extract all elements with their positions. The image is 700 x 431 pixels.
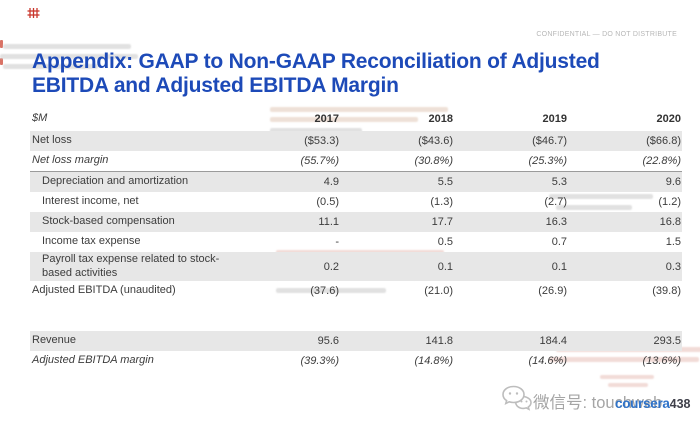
row-value: 1.5 — [665, 236, 681, 248]
page-title-line1: Appendix: GAAP to Non-GAAP Reconciliatio… — [32, 50, 600, 73]
unit-label: $M — [32, 112, 48, 125]
row-value: 0.7 — [551, 236, 567, 248]
table-row: Net loss margin (55.7%) (30.8%) (25.3%) (22.… — [30, 151, 682, 172]
row-value: (55.7%) — [300, 155, 339, 167]
row-value: 16.3 — [545, 216, 567, 228]
row-value: 293.5 — [653, 335, 681, 347]
wechat-icon — [501, 384, 533, 417]
row-value: 0.1 — [437, 260, 453, 273]
row-value: (2.7) — [544, 196, 567, 208]
row-value: (14.6%) — [528, 355, 567, 367]
table-row: Adjusted EBITDA margin (39.3%) (14.8%) (14.… — [30, 351, 682, 371]
row-label: Interest income, net — [42, 195, 139, 208]
reconciliation-table: $M 2017 2018 2019 2020 Net loss ($53.3) ($… — [30, 107, 682, 371]
watermark-smudge — [3, 44, 131, 49]
row-value: ($46.7) — [532, 135, 567, 147]
table-row: Adjusted EBITDA (unaudited) (37.6) (21.0) (… — [30, 281, 682, 301]
row-value: (39.3%) — [300, 355, 339, 367]
row-value: ($43.6) — [418, 135, 453, 147]
page-title: Appendix: GAAP to Non-GAAP Reconciliatio… — [32, 50, 652, 97]
watermark-smudge — [600, 375, 654, 379]
row-value: (39.8) — [652, 285, 681, 297]
brand-number: 438 — [669, 397, 691, 411]
row-value: 0.1 — [551, 260, 567, 273]
row-label: Stock-based compensation — [42, 215, 175, 228]
row-value: 0.2 — [323, 260, 339, 273]
year-column-header: 2020 — [656, 113, 681, 125]
row-value: 16.8 — [659, 216, 681, 228]
year-column-header: 2017 — [314, 113, 339, 125]
table-row: Stock-based compensation 11.1 17.7 16.3 16.8 — [30, 212, 682, 232]
row-value: (37.6) — [310, 285, 339, 297]
brand-watermark: coursera438 — [615, 395, 691, 413]
row-value: ($66.8) — [646, 135, 681, 147]
row-value: (1.2) — [658, 196, 681, 208]
row-value: (26.9) — [538, 285, 567, 297]
row-value: 11.1 — [318, 216, 339, 228]
confidential-label: CONFIDENTIAL — DO NOT DISTRIBUTE — [536, 31, 677, 38]
row-value: 17.7 — [431, 216, 453, 228]
row-label: Income tax expense — [42, 235, 141, 248]
year-column-header: 2019 — [542, 113, 567, 125]
brand-logo-text: coursera — [615, 396, 670, 411]
table-body: Net loss ($53.3) ($43.6) ($46.7) ($66.8) Net … — [30, 131, 682, 371]
table-row: Income tax expense - 0.5 0.7 1.5 — [30, 232, 682, 252]
row-label: Net loss — [32, 134, 72, 147]
table-row: Depreciation and amortization 4.9 5.5 5.3 9.… — [30, 172, 682, 192]
red-edge-mark — [0, 40, 3, 48]
table-row: Payroll tax expense related to stock-bas… — [30, 252, 682, 281]
row-value: (0.5) — [316, 196, 339, 208]
row-value: (14.8%) — [414, 355, 453, 367]
table-row: Revenue 95.6 141.8 184.4 293.5 — [30, 331, 682, 351]
row-label: Adjusted EBITDA (unaudited) — [32, 284, 176, 297]
row-value: 0.5 — [437, 236, 453, 248]
table-row: Net loss ($53.3) ($43.6) ($46.7) ($66.8) — [30, 131, 682, 151]
row-value: (21.0) — [424, 285, 453, 297]
wechat-id-label: 微信号: touchweb — [533, 394, 663, 412]
year-column-header: 2018 — [428, 113, 453, 125]
table-spacer-row — [30, 301, 682, 331]
page-title-line2: EBITDA and Adjusted EBITDA Margin — [32, 73, 399, 97]
row-label: Net loss margin — [32, 154, 109, 167]
row-value: (25.3%) — [528, 155, 567, 167]
row-value: - — [335, 236, 339, 248]
row-value: 5.3 — [551, 176, 567, 188]
row-label: Payroll tax expense related to stock-bas… — [42, 253, 220, 279]
row-value: (1.3) — [430, 196, 453, 208]
row-value: 9.6 — [665, 176, 681, 188]
red-edge-mark — [0, 58, 3, 65]
row-value: (30.8%) — [414, 155, 453, 167]
red-watermark-icon — [27, 6, 40, 24]
row-value: (13.6%) — [642, 355, 681, 367]
row-value: 5.5 — [437, 176, 453, 188]
row-value: 4.9 — [323, 176, 339, 188]
row-value: 95.6 — [317, 335, 339, 347]
row-value: (22.8%) — [642, 155, 681, 167]
row-label: Revenue — [32, 334, 77, 347]
watermark-smudge — [608, 383, 648, 387]
table-row: Interest income, net (0.5) (1.3) (2.7) (1.2) — [30, 192, 682, 212]
row-value: 0.3 — [665, 260, 681, 273]
row-value: ($53.3) — [304, 135, 339, 147]
row-value: 141.8 — [425, 335, 453, 347]
table-header-row: $M 2017 2018 2019 2020 — [30, 107, 682, 131]
row-value: 184.4 — [539, 335, 567, 347]
row-label: Depreciation and amortization — [42, 175, 189, 188]
row-label: Adjusted EBITDA margin — [32, 354, 154, 367]
